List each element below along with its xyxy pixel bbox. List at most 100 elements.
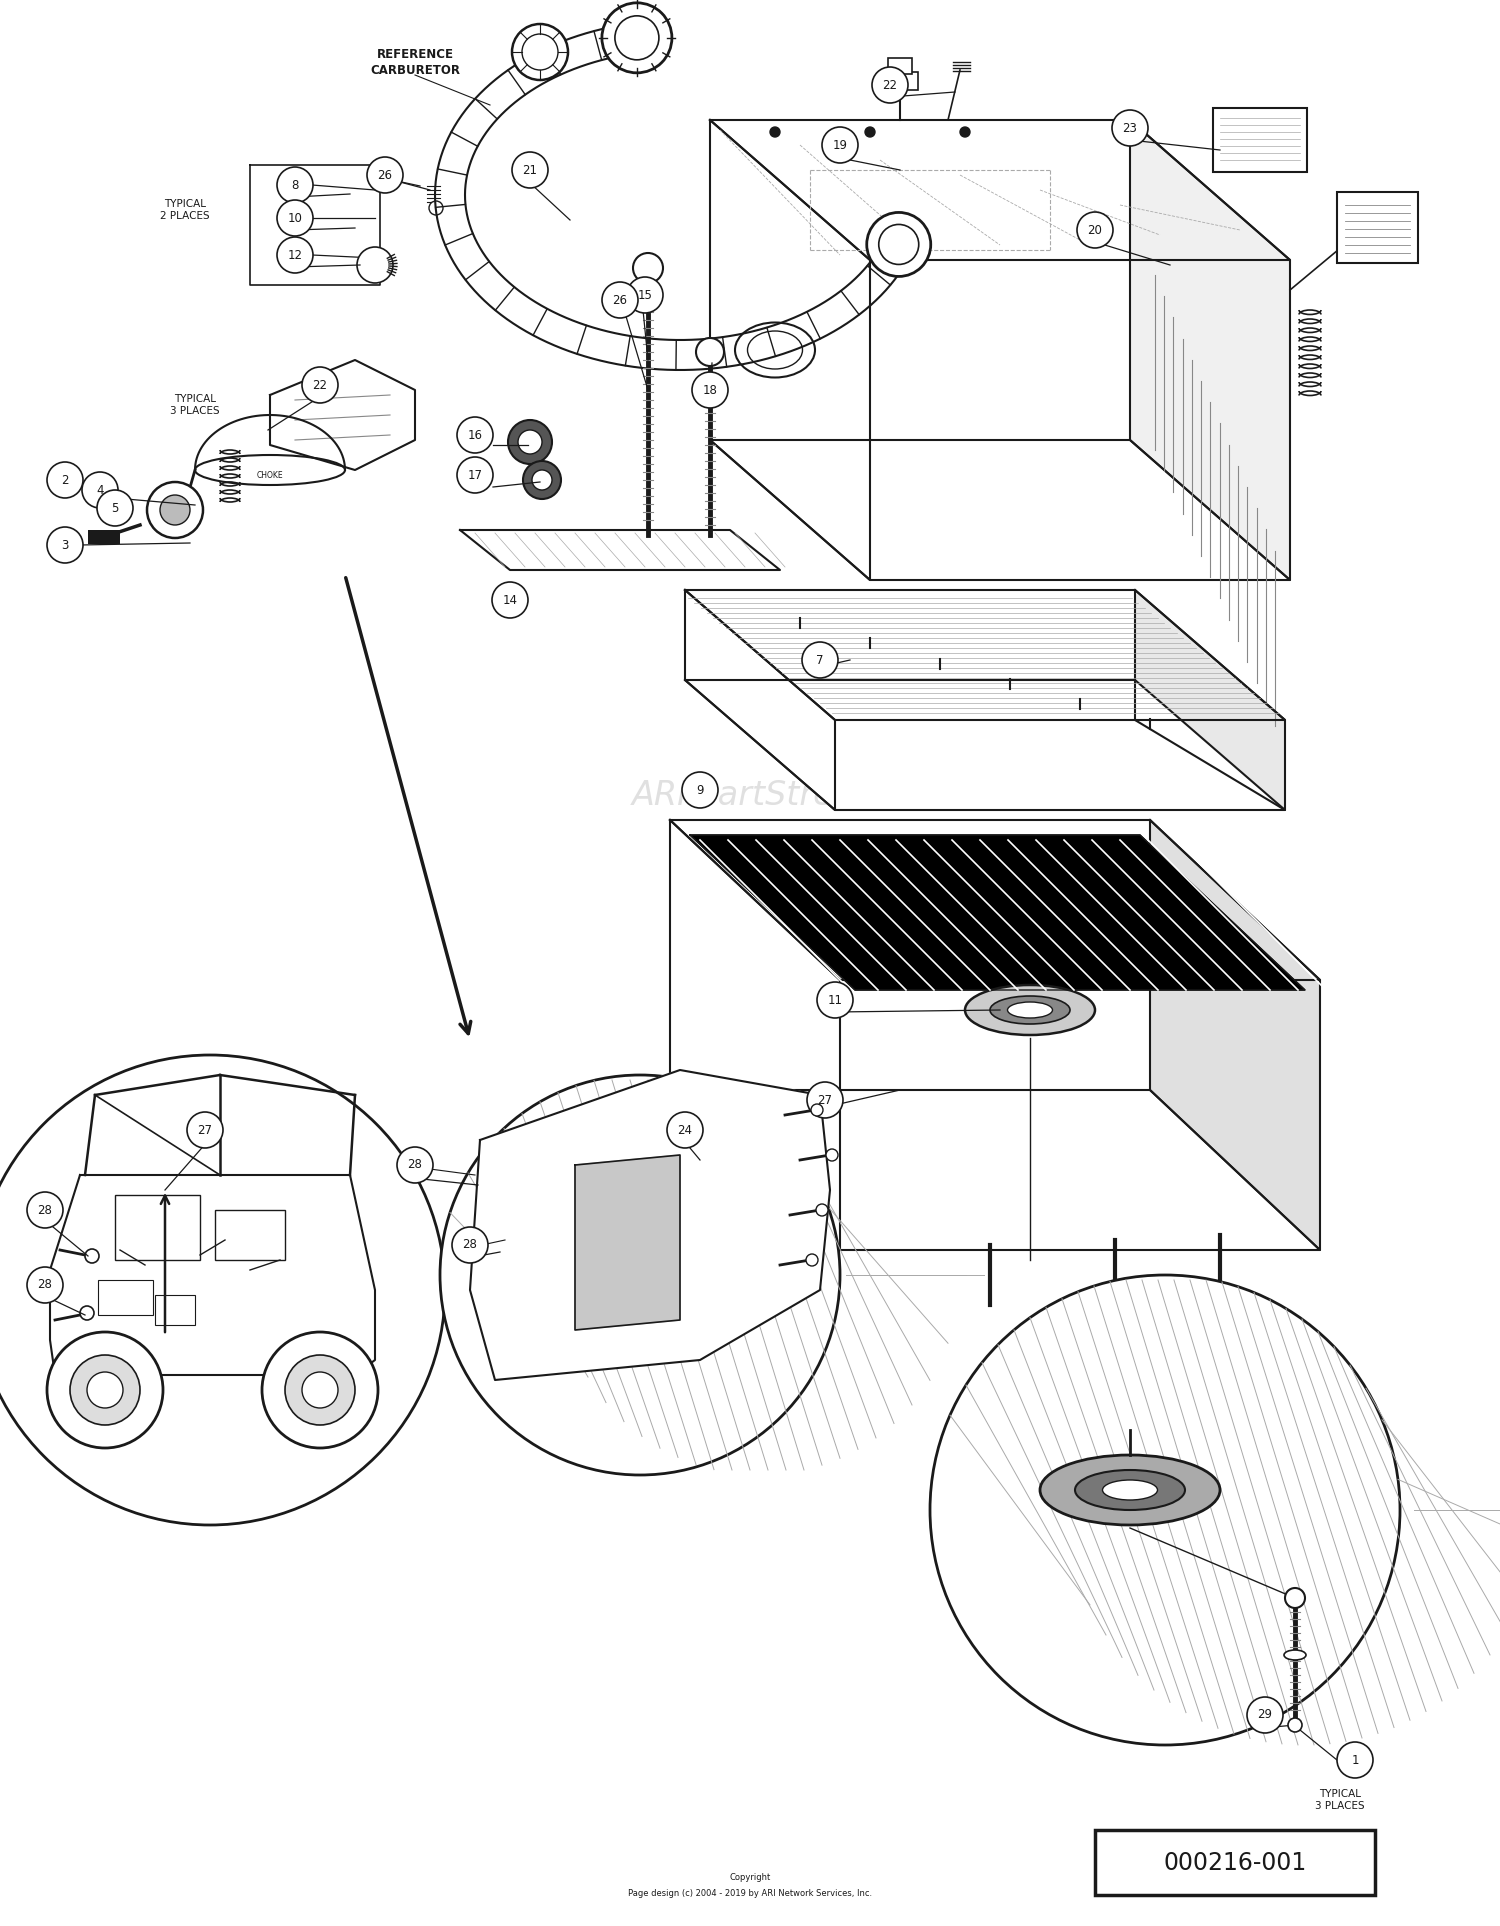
Circle shape <box>682 772 718 809</box>
Circle shape <box>86 1248 99 1263</box>
Ellipse shape <box>964 984 1095 1034</box>
Circle shape <box>806 1254 818 1265</box>
Text: 8: 8 <box>291 179 298 191</box>
Ellipse shape <box>1102 1479 1158 1500</box>
Circle shape <box>1077 212 1113 248</box>
Circle shape <box>458 456 494 493</box>
Polygon shape <box>1136 589 1286 811</box>
FancyBboxPatch shape <box>1214 108 1306 171</box>
Text: 11: 11 <box>828 994 843 1007</box>
Polygon shape <box>686 680 1286 811</box>
Text: 28: 28 <box>38 1279 52 1292</box>
Circle shape <box>930 1275 1400 1745</box>
Text: 21: 21 <box>522 164 537 177</box>
Circle shape <box>960 127 970 137</box>
Bar <box>214 1210 285 1260</box>
Text: 28: 28 <box>408 1159 423 1171</box>
Ellipse shape <box>735 322 815 377</box>
Polygon shape <box>460 530 780 570</box>
Circle shape <box>807 1082 843 1117</box>
Polygon shape <box>270 360 416 470</box>
Circle shape <box>822 127 858 164</box>
Circle shape <box>602 2 672 73</box>
Circle shape <box>871 67 907 102</box>
Circle shape <box>82 472 118 508</box>
Polygon shape <box>1130 119 1290 580</box>
Text: 16: 16 <box>468 428 483 441</box>
Circle shape <box>368 158 404 193</box>
Circle shape <box>816 1204 828 1215</box>
Circle shape <box>27 1267 63 1304</box>
Circle shape <box>1286 1589 1305 1608</box>
Circle shape <box>770 127 780 137</box>
Text: 27: 27 <box>198 1123 213 1136</box>
Text: 20: 20 <box>1088 223 1102 237</box>
Circle shape <box>46 528 82 562</box>
Circle shape <box>46 1333 164 1448</box>
Circle shape <box>524 460 561 499</box>
Circle shape <box>278 237 314 273</box>
Text: 23: 23 <box>1122 121 1137 135</box>
Text: 4: 4 <box>96 483 104 497</box>
Polygon shape <box>710 119 870 580</box>
Text: 28: 28 <box>38 1204 52 1217</box>
Bar <box>88 530 120 543</box>
Circle shape <box>1246 1697 1282 1733</box>
Text: 15: 15 <box>638 289 652 302</box>
Text: TYPICAL
3 PLACES: TYPICAL 3 PLACES <box>1316 1789 1365 1810</box>
Circle shape <box>188 1111 224 1148</box>
Bar <box>882 71 918 91</box>
Ellipse shape <box>1076 1470 1185 1510</box>
Text: 22: 22 <box>312 379 327 391</box>
Circle shape <box>812 1104 824 1115</box>
Text: Page design (c) 2004 - 2019 by ARI Network Services, Inc.: Page design (c) 2004 - 2019 by ARI Netwo… <box>628 1889 872 1899</box>
Circle shape <box>98 489 134 526</box>
Circle shape <box>827 1150 839 1161</box>
Polygon shape <box>670 1090 1320 1250</box>
Text: 17: 17 <box>468 468 483 482</box>
Polygon shape <box>686 589 836 811</box>
Circle shape <box>633 252 663 283</box>
Circle shape <box>1336 1741 1372 1778</box>
Circle shape <box>452 1227 488 1263</box>
Text: 26: 26 <box>378 168 393 181</box>
Text: 10: 10 <box>288 212 303 225</box>
Circle shape <box>867 212 930 277</box>
Bar <box>154 1294 195 1325</box>
Circle shape <box>27 1192 63 1229</box>
Text: 000216-001: 000216-001 <box>1164 1851 1306 1874</box>
Bar <box>888 58 912 73</box>
Circle shape <box>458 418 494 453</box>
Circle shape <box>302 1371 338 1408</box>
Text: 3: 3 <box>62 539 69 551</box>
Text: 26: 26 <box>612 293 627 306</box>
Circle shape <box>80 1306 94 1319</box>
Circle shape <box>696 337 724 366</box>
Text: 29: 29 <box>1257 1708 1272 1722</box>
Text: 27: 27 <box>818 1094 833 1107</box>
Circle shape <box>602 281 638 318</box>
Circle shape <box>692 372 728 408</box>
Text: 14: 14 <box>503 593 518 607</box>
Text: 9: 9 <box>696 784 703 797</box>
Text: 18: 18 <box>702 383 717 397</box>
Circle shape <box>46 462 82 499</box>
Circle shape <box>512 23 568 81</box>
Polygon shape <box>50 1175 375 1375</box>
Ellipse shape <box>1040 1454 1220 1525</box>
Circle shape <box>518 429 542 455</box>
Circle shape <box>627 277 663 314</box>
Circle shape <box>302 368 338 403</box>
Circle shape <box>262 1333 378 1448</box>
Circle shape <box>160 495 190 526</box>
Bar <box>98 1281 153 1315</box>
FancyBboxPatch shape <box>1336 193 1418 264</box>
Text: 5: 5 <box>111 501 118 514</box>
Text: 19: 19 <box>833 139 848 152</box>
Circle shape <box>429 200 442 216</box>
Circle shape <box>818 982 854 1019</box>
Polygon shape <box>690 836 1305 990</box>
Polygon shape <box>670 820 840 1250</box>
Polygon shape <box>686 589 1286 720</box>
Ellipse shape <box>990 996 1070 1025</box>
